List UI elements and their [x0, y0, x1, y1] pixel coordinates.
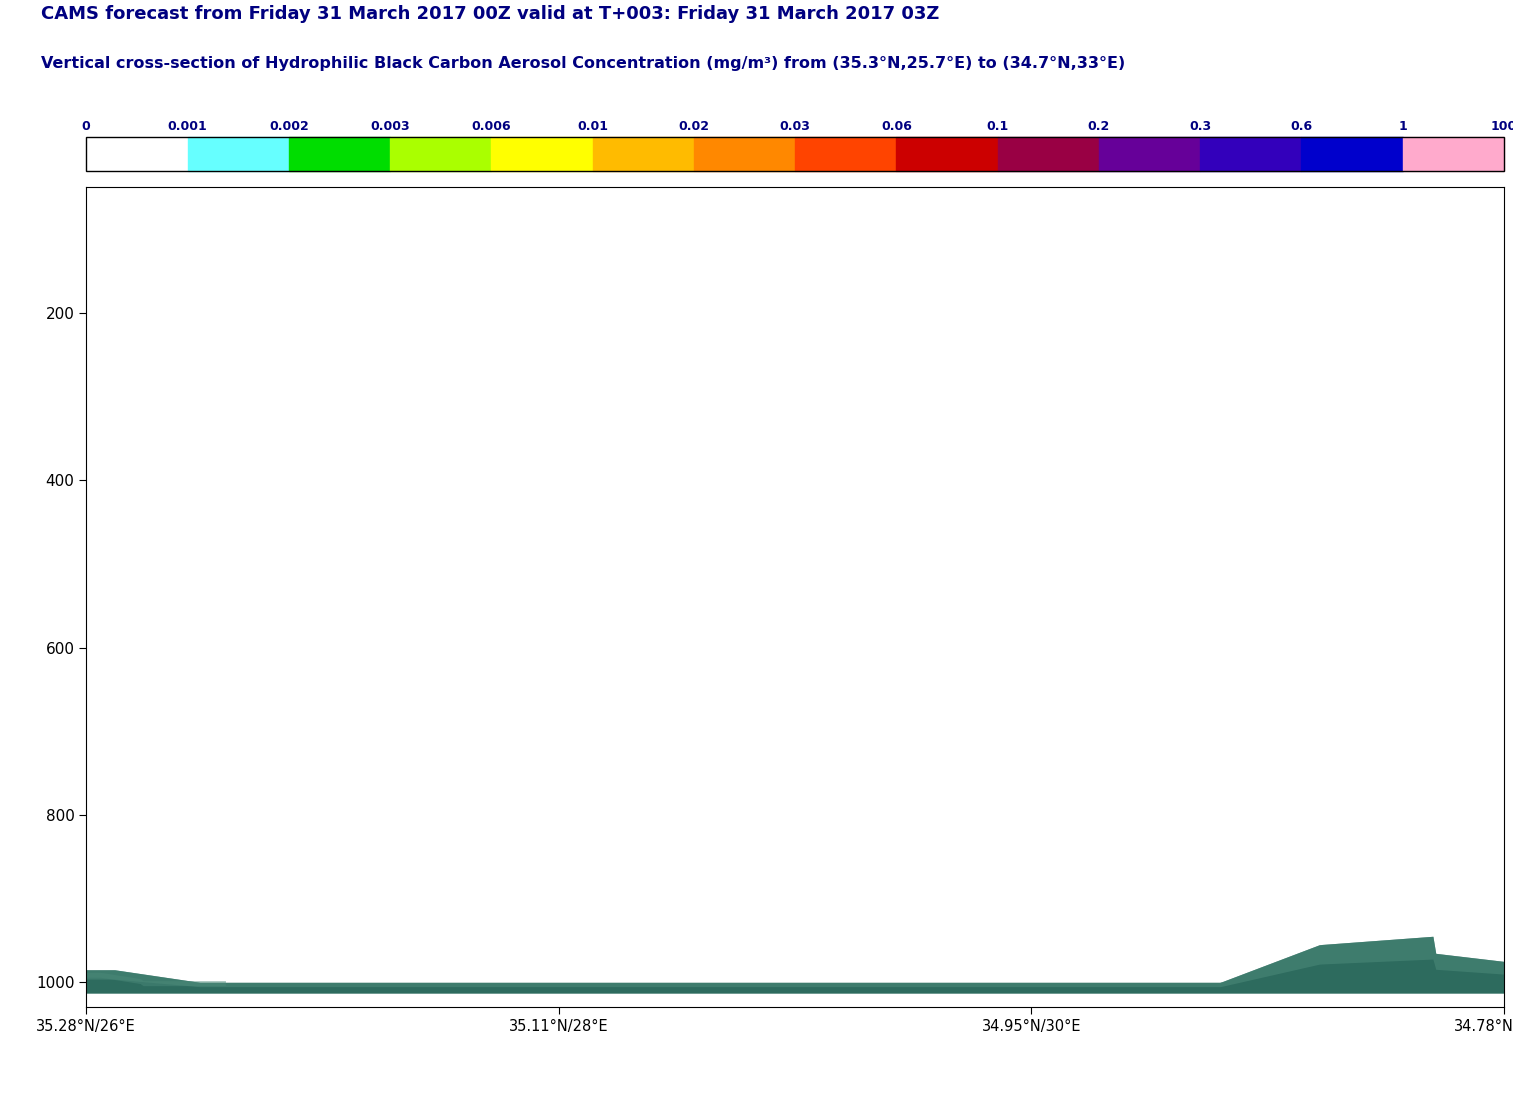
Bar — [1098, 138, 1200, 171]
Bar — [997, 138, 1098, 171]
Text: 100: 100 — [1490, 120, 1513, 133]
Bar — [492, 138, 593, 171]
Text: 0.03: 0.03 — [779, 120, 811, 133]
Bar — [694, 138, 796, 171]
Text: 0.02: 0.02 — [678, 120, 710, 133]
Text: 0.003: 0.003 — [371, 120, 410, 133]
Bar — [188, 138, 289, 171]
Text: 0: 0 — [82, 120, 91, 133]
Bar — [796, 138, 896, 171]
Text: 0.2: 0.2 — [1088, 120, 1111, 133]
Bar — [86, 138, 188, 171]
Bar — [289, 138, 390, 171]
Bar — [1403, 138, 1504, 171]
Text: 1: 1 — [1398, 120, 1407, 133]
Bar — [86, 138, 1504, 171]
Text: Vertical cross-section of Hydrophilic Black Carbon Aerosol Concentration (mg/m³): Vertical cross-section of Hydrophilic Bl… — [41, 56, 1126, 72]
Text: 0.001: 0.001 — [168, 120, 207, 133]
Text: 0.002: 0.002 — [269, 120, 309, 133]
Text: 0.006: 0.006 — [472, 120, 511, 133]
Text: 0.1: 0.1 — [986, 120, 1009, 133]
Text: 0.06: 0.06 — [881, 120, 912, 133]
Bar — [896, 138, 997, 171]
Text: 0.6: 0.6 — [1291, 120, 1312, 133]
Text: 0.01: 0.01 — [576, 120, 608, 133]
Bar — [1200, 138, 1301, 171]
Bar — [593, 138, 694, 171]
Text: 0.3: 0.3 — [1189, 120, 1212, 133]
Bar — [1301, 138, 1403, 171]
Bar — [390, 138, 492, 171]
Text: CAMS forecast from Friday 31 March 2017 00Z valid at T+003: Friday 31 March 2017: CAMS forecast from Friday 31 March 2017 … — [41, 4, 940, 23]
